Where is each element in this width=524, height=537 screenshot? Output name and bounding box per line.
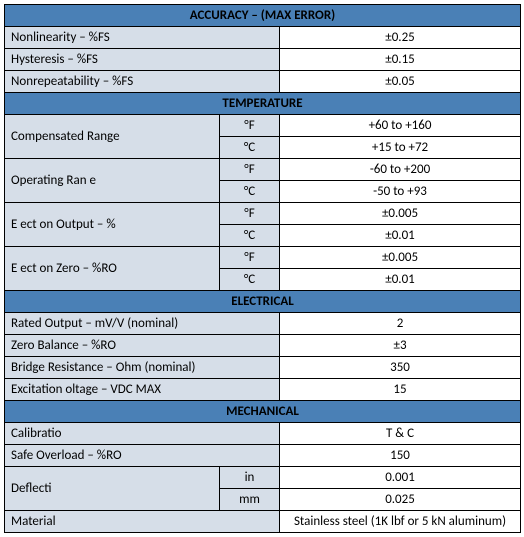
accuracy-label: Nonrepeatability – %FS [5, 71, 280, 93]
temp-value: +15 to +72 [280, 137, 521, 159]
elec-value: 350 [280, 357, 521, 379]
unit-f: °F [220, 115, 280, 137]
temp-value: ±0.005 [280, 247, 521, 269]
table-row: Safe Overload – %RO 150 [5, 445, 521, 467]
unit-f: °F [220, 247, 280, 269]
accuracy-value: ±0.25 [280, 27, 521, 49]
temp-value: -60 to +200 [280, 159, 521, 181]
unit-f: °F [220, 203, 280, 225]
elec-label: Zero Balance – %RO [5, 335, 280, 357]
mech-value: T & C [280, 423, 521, 445]
material-value: Stainless steel (1K lbf or 5 kN aluminum… [280, 511, 521, 533]
table-row: Hysteresis – %FS ±0.15 [5, 49, 521, 71]
temp-label: E ect on Output – % [5, 203, 220, 247]
table-row: Rated Output – mV/V (nominal) 2 [5, 313, 521, 335]
elec-value: 15 [280, 379, 521, 401]
section-header-accuracy: ACCURACY – (MAX ERROR) [5, 5, 521, 27]
elec-label: Excitation oltage – VDC MAX [5, 379, 280, 401]
table-row: Material Stainless steel (1K lbf or 5 kN… [5, 511, 521, 533]
section-header-mechanical: MECHANICAL [5, 401, 521, 423]
table-row: Deflecti in 0.001 [5, 467, 521, 489]
unit-c: °C [220, 181, 280, 203]
temp-label: Compensated Range [5, 115, 220, 159]
temp-value: +60 to +160 [280, 115, 521, 137]
table-row: Calibratio T & C [5, 423, 521, 445]
unit-c: °C [220, 225, 280, 247]
temp-label: E ect on Zero – %RO [5, 247, 220, 291]
table-row: E ect on Zero – %RO °F ±0.005 [5, 247, 521, 269]
table-row: Nonrepeatability – %FS ±0.05 [5, 71, 521, 93]
spec-table: ACCURACY – (MAX ERROR) Nonlinearity – %F… [4, 4, 521, 533]
table-row: Operating Ran e °F -60 to +200 [5, 159, 521, 181]
accuracy-value: ±0.05 [280, 71, 521, 93]
temp-value: ±0.005 [280, 203, 521, 225]
temperature-title: TEMPERATURE [5, 93, 521, 115]
material-label: Material [5, 511, 280, 533]
table-row: Excitation oltage – VDC MAX 15 [5, 379, 521, 401]
mechanical-title: MECHANICAL [5, 401, 521, 423]
temp-value: ±0.01 [280, 225, 521, 247]
table-row: Compensated Range °F +60 to +160 [5, 115, 521, 137]
accuracy-value: ±0.15 [280, 49, 521, 71]
unit-mm: mm [220, 489, 280, 511]
accuracy-title: ACCURACY – (MAX ERROR) [5, 5, 521, 27]
elec-value: ±3 [280, 335, 521, 357]
temp-label: Operating Ran e [5, 159, 220, 203]
section-header-electrical: ELECTRICAL [5, 291, 521, 313]
mech-label: Safe Overload – %RO [5, 445, 280, 467]
temp-value: -50 to +93 [280, 181, 521, 203]
unit-c: °C [220, 137, 280, 159]
table-row: Bridge Resistance – Ohm (nominal) 350 [5, 357, 521, 379]
elec-label: Rated Output – mV/V (nominal) [5, 313, 280, 335]
section-header-temperature: TEMPERATURE [5, 93, 521, 115]
electrical-title: ELECTRICAL [5, 291, 521, 313]
accuracy-label: Nonlinearity – %FS [5, 27, 280, 49]
table-row: E ect on Output – % °F ±0.005 [5, 203, 521, 225]
mech-value: 150 [280, 445, 521, 467]
unit-in: in [220, 467, 280, 489]
elec-value: 2 [280, 313, 521, 335]
deflection-value: 0.001 [280, 467, 521, 489]
table-row: Zero Balance – %RO ±3 [5, 335, 521, 357]
mech-label: Calibratio [5, 423, 280, 445]
unit-f: °F [220, 159, 280, 181]
accuracy-label: Hysteresis – %FS [5, 49, 280, 71]
deflection-value: 0.025 [280, 489, 521, 511]
table-row: Nonlinearity – %FS ±0.25 [5, 27, 521, 49]
elec-label: Bridge Resistance – Ohm (nominal) [5, 357, 280, 379]
deflection-label: Deflecti [5, 467, 220, 511]
temp-value: ±0.01 [280, 269, 521, 291]
unit-c: °C [220, 269, 280, 291]
